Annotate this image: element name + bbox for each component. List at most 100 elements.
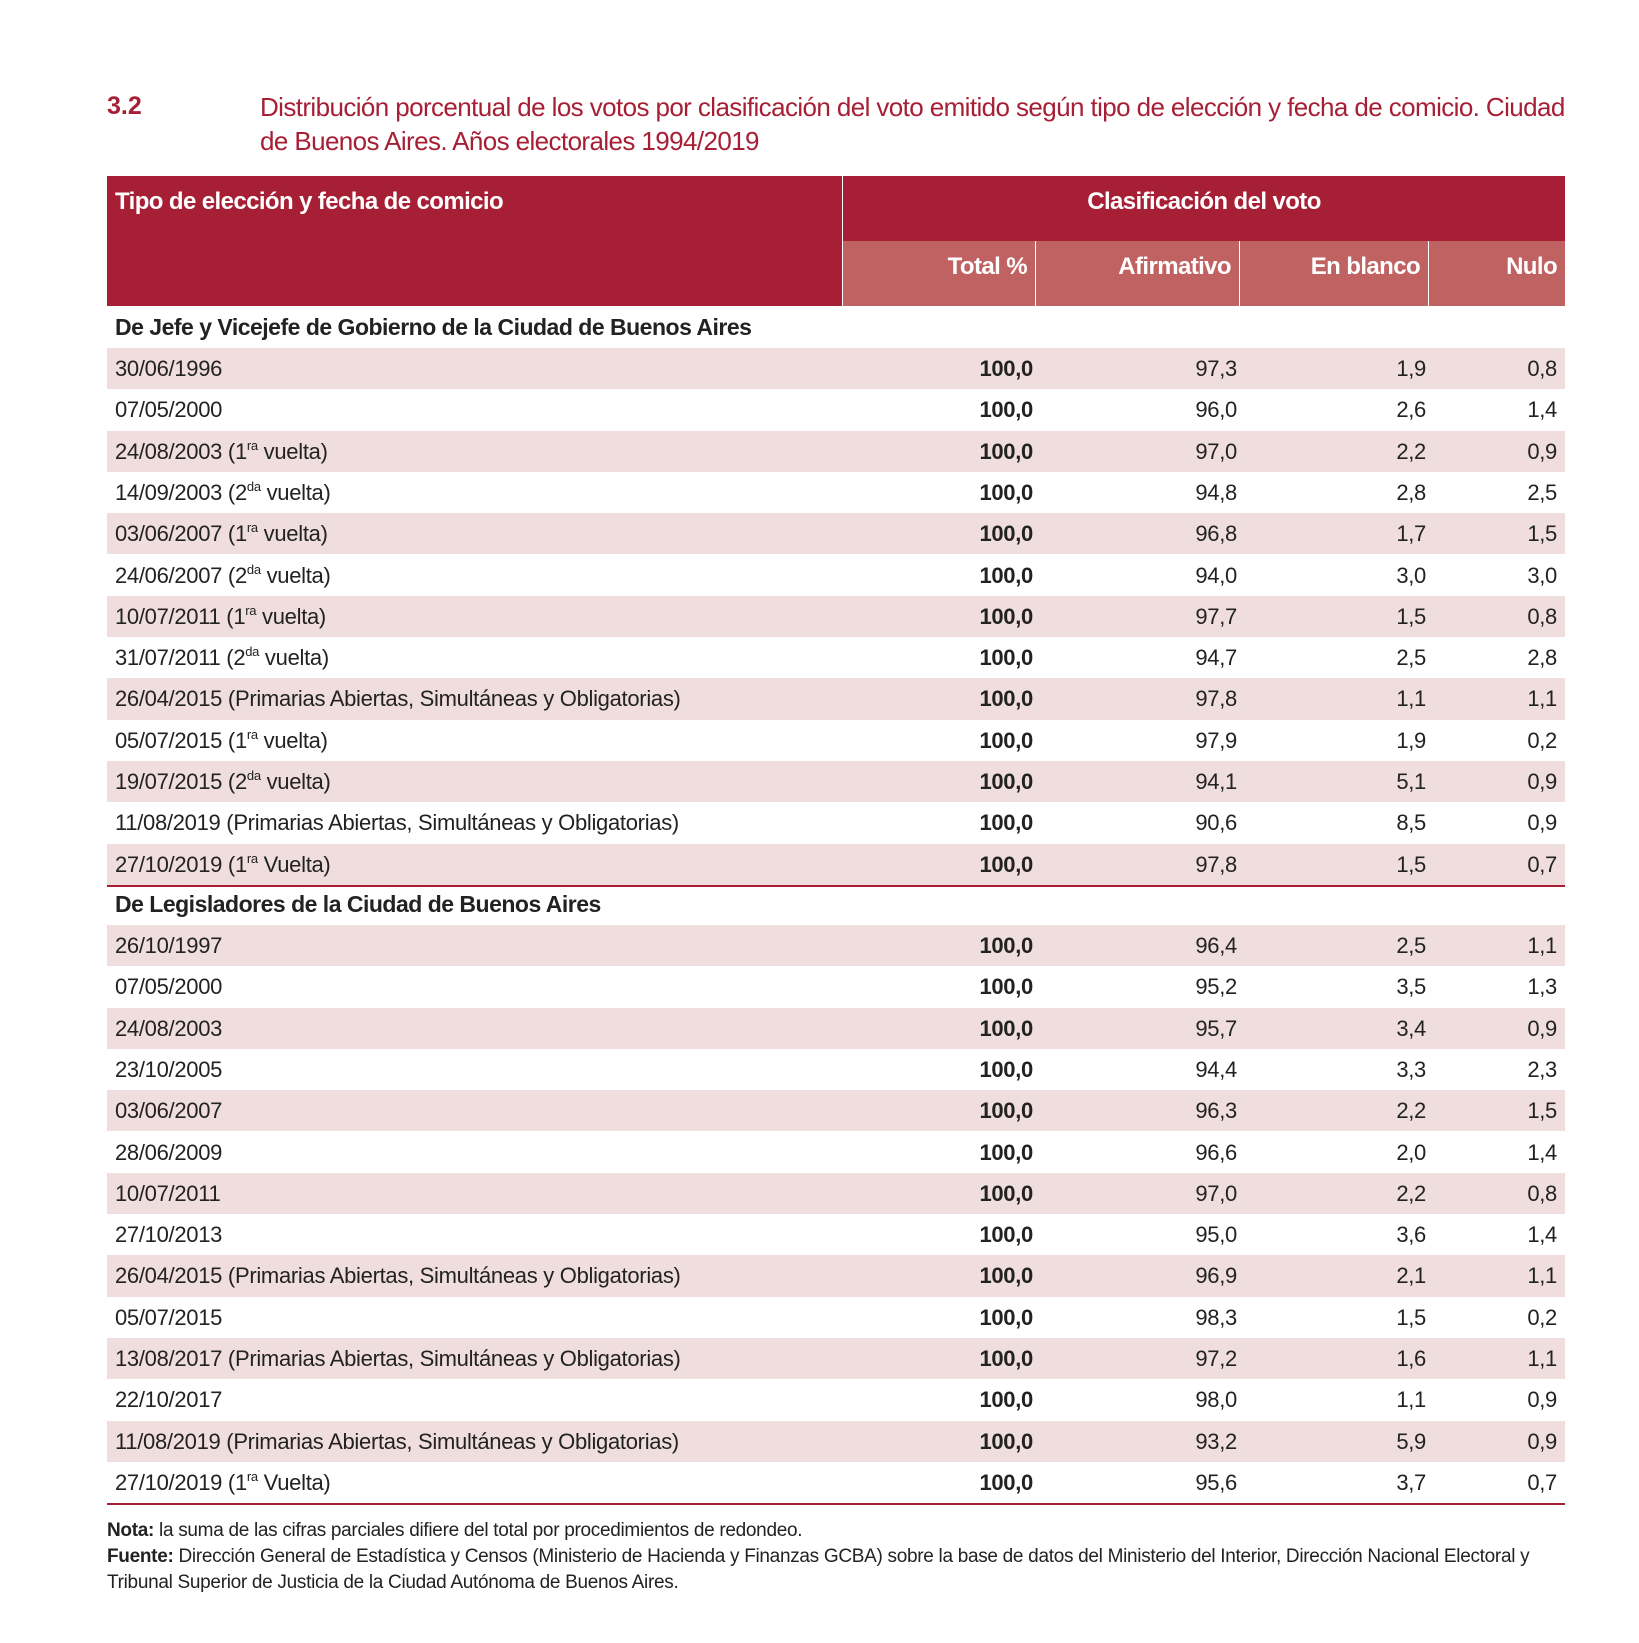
table-row: 13/08/2017 (Primarias Abiertas, Simultán… [107,1338,1565,1380]
cell-nulo: 1,1 [1527,686,1557,712]
cell-afirmativo: 96,8 [1195,521,1237,547]
table-row: 27/10/2019 (1ra Vuelta) 100,0 97,8 1,5 0… [107,843,1565,885]
cell-nulo: 0,9 [1527,1015,1557,1041]
row-label: 22/10/2017 [115,1387,223,1413]
cell-blanco: 8,5 [1396,810,1426,836]
row-label: 26/04/2015 (Primarias Abiertas, Simultán… [115,686,681,712]
cell-nulo: 0,9 [1527,1387,1557,1413]
row-label: 27/10/2019 (1ra Vuelta) [115,850,331,877]
table-row: 26/04/2015 (Primarias Abiertas, Simultán… [107,1255,1565,1297]
cell-afirmativo: 95,2 [1195,974,1237,1000]
cell-afirmativo: 95,6 [1195,1469,1237,1495]
section-divider [107,884,1565,887]
cell-blanco: 1,1 [1396,686,1426,712]
cell-total: 100,0 [979,1098,1033,1124]
cell-total: 100,0 [979,1015,1033,1041]
table-row: 27/10/2013 100,0 95,0 3,6 1,4 [107,1214,1565,1255]
cell-total: 100,0 [979,851,1033,877]
cell-nulo: 0,8 [1527,603,1557,629]
row-label: 07/05/2000 [115,397,223,423]
cell-afirmativo: 96,3 [1195,1098,1237,1124]
header-nulo: Nulo [1428,241,1565,306]
cell-total: 100,0 [979,397,1033,423]
cell-afirmativo: 98,0 [1195,1387,1237,1413]
cell-nulo: 1,1 [1527,1263,1557,1289]
row-label: 10/07/2011 (1ra vuelta) [115,602,326,629]
cell-nulo: 0,2 [1527,727,1557,753]
cell-nulo: 0,9 [1527,769,1557,794]
row-label: 05/07/2015 [115,1304,223,1330]
cell-afirmativo: 97,7 [1195,603,1237,629]
cell-afirmativo: 95,0 [1195,1222,1237,1248]
cell-total: 100,0 [979,1056,1033,1082]
cell-afirmativo: 96,6 [1195,1139,1237,1165]
cell-blanco: 1,7 [1396,521,1426,547]
cell-nulo: 2,8 [1527,645,1557,671]
section-divider [107,1503,1565,1506]
table-number: 3.2 [107,92,142,120]
row-label: 10/07/2011 [115,1180,221,1206]
cell-blanco: 3,6 [1396,1222,1426,1248]
cell-total: 100,0 [979,521,1033,547]
cell-afirmativo: 94,4 [1195,1056,1237,1082]
row-label: 26/10/1997 [115,933,223,958]
cell-total: 100,0 [979,810,1033,836]
table-row: 10/07/2011 100,0 97,0 2,2 0,8 [107,1172,1565,1215]
cell-nulo: 2,5 [1527,479,1557,505]
cell-afirmativo: 96,4 [1195,933,1237,958]
cell-afirmativo: 94,7 [1195,645,1237,671]
table-row: 28/06/2009 100,0 96,6 2,0 1,4 [107,1132,1565,1173]
cell-blanco: 1,5 [1396,851,1426,877]
cell-total: 100,0 [979,933,1033,958]
cell-blanco: 3,3 [1396,1056,1426,1082]
row-label: 28/06/2009 [115,1139,223,1165]
row-label: 13/08/2017 (Primarias Abiertas, Simultán… [115,1346,681,1371]
cell-blanco: 2,1 [1396,1263,1426,1289]
cell-blanco: 3,7 [1396,1469,1426,1495]
row-label: 11/08/2019 (Primarias Abiertas, Simultán… [115,1428,679,1454]
cell-afirmativo: 97,0 [1195,1180,1237,1206]
cell-nulo: 1,1 [1527,1346,1557,1371]
cell-blanco: 1,5 [1396,603,1426,629]
table-row: 31/07/2011 (2da vuelta) 100,0 94,7 2,5 2… [107,637,1565,678]
table-row: 24/08/2003 (1ra vuelta) 100,0 97,0 2,2 0… [107,430,1565,472]
table-row: 14/09/2003 (2da vuelta) 100,0 94,8 2,8 2… [107,472,1565,513]
cell-total: 100,0 [979,1304,1033,1330]
cell-total: 100,0 [979,1180,1033,1206]
section-title: De Jefe y Vicejefe de Gobierno de la Ciu… [115,314,752,340]
cell-blanco: 5,9 [1396,1428,1426,1454]
table-title: Distribución porcentual de los votos por… [260,92,1565,156]
table-row: 26/10/1997 100,0 96,4 2,5 1,1 [107,925,1565,967]
cell-blanco: 2,5 [1396,933,1426,958]
cell-blanco: 1,9 [1396,356,1426,381]
table-row: 05/07/2015 100,0 98,3 1,5 0,2 [107,1297,1565,1338]
cell-blanco: 2,5 [1396,645,1426,671]
cell-blanco: 5,1 [1396,769,1426,794]
table-row: 24/08/2003 100,0 95,7 3,4 0,9 [107,1007,1565,1049]
table-row: 24/06/2007 (2da vuelta) 100,0 94,0 3,0 3… [107,555,1565,596]
table-row: 27/10/2019 (1ra Vuelta) 100,0 95,6 3,7 0… [107,1462,1565,1503]
cell-blanco: 2,6 [1396,397,1426,423]
cell-total: 100,0 [979,1387,1033,1413]
cell-blanco: 1,1 [1396,1387,1426,1413]
table-row: 30/06/1996 100,0 97,3 1,9 0,8 [107,348,1565,390]
cell-afirmativo: 97,0 [1195,438,1237,464]
section-title: De Legisladores de la Ciudad de Buenos A… [115,891,601,917]
cell-nulo: 2,3 [1527,1056,1557,1082]
cell-nulo: 3,0 [1527,562,1557,588]
cell-total: 100,0 [979,974,1033,1000]
cell-total: 100,0 [979,686,1033,712]
header-type-date: Tipo de elección y fecha de comicio [115,188,504,215]
cell-total: 100,0 [979,1469,1033,1495]
cell-blanco: 3,4 [1396,1015,1426,1041]
cell-blanco: 2,0 [1396,1139,1426,1165]
cell-total: 100,0 [979,603,1033,629]
cell-nulo: 0,8 [1527,356,1557,381]
table-row: 11/08/2019 (Primarias Abiertas, Simultán… [107,802,1565,843]
cell-nulo: 1,4 [1527,1139,1557,1165]
row-label: 11/08/2019 (Primarias Abiertas, Simultán… [115,810,679,836]
cell-total: 100,0 [979,769,1033,794]
row-label: 24/06/2007 (2da vuelta) [115,561,331,588]
cell-afirmativo: 95,7 [1195,1015,1237,1041]
notes: Nota: la suma de las cifras parciales di… [107,1518,1567,1596]
